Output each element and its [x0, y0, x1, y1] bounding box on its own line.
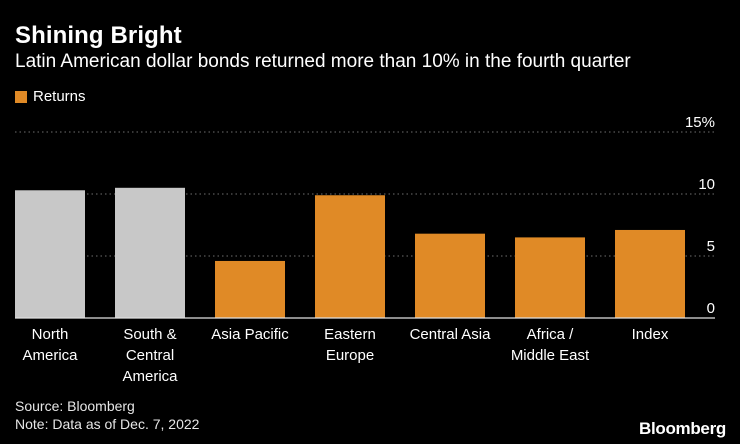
x-tick-label: Index: [632, 326, 669, 343]
y-tick-label: 0: [707, 300, 715, 317]
chart-subtitle: Latin American dollar bonds returned mor…: [15, 51, 631, 72]
legend: Returns: [15, 88, 86, 105]
x-tick-label: Africa /: [527, 326, 575, 343]
y-tick-label: 5: [707, 238, 715, 255]
bar: [415, 233, 485, 318]
bar: [15, 190, 85, 318]
bar: [615, 229, 685, 318]
x-tick-label: Middle East: [511, 347, 590, 364]
y-tick-label: 15%: [685, 114, 715, 131]
bar: [215, 260, 285, 318]
source-note: Source: Bloomberg: [15, 398, 135, 414]
legend-swatch: [15, 90, 27, 103]
chart-title: Shining Bright: [15, 22, 182, 49]
data-note: Note: Data as of Dec. 7, 2022: [15, 416, 200, 432]
bar: [515, 237, 585, 318]
x-tick-label: North: [32, 326, 69, 343]
x-tick-label: Europe: [326, 347, 374, 364]
y-tick-label: 10: [698, 176, 715, 193]
x-tick-label: South &: [123, 326, 176, 343]
x-tick-label: America: [22, 347, 78, 364]
x-tick-label: Central: [126, 347, 174, 364]
x-tick-label: Central Asia: [410, 326, 492, 343]
bar: [315, 195, 385, 318]
bloomberg-logo: Bloomberg: [638, 419, 726, 438]
legend-label: Returns: [33, 88, 86, 105]
x-tick-label: Asia Pacific: [211, 326, 289, 343]
x-tick-label: America: [122, 368, 178, 385]
x-tick-label: Eastern: [324, 326, 376, 343]
bar: [115, 187, 185, 318]
